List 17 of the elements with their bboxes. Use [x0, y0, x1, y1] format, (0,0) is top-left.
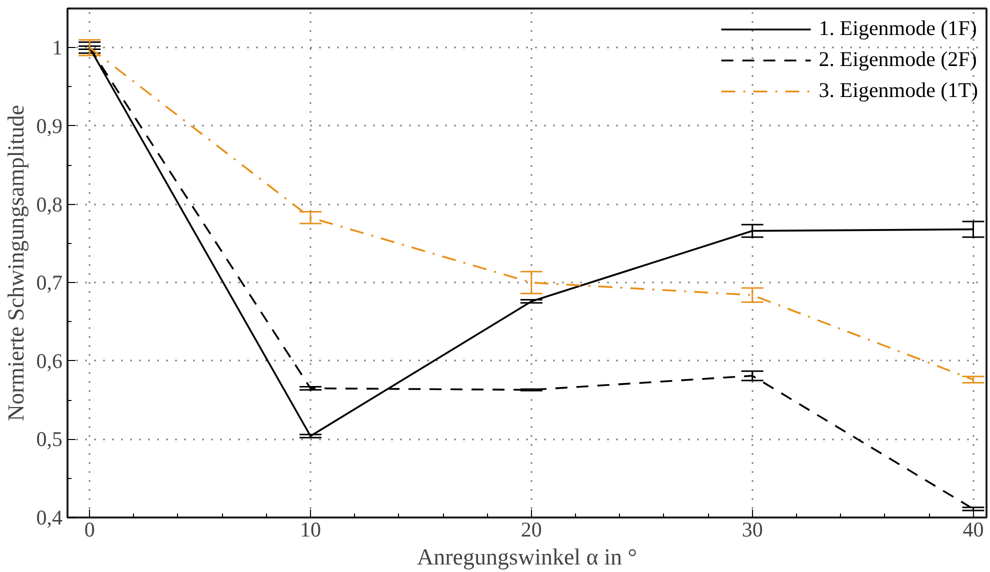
y-tick-label: 0,4: [36, 506, 63, 530]
x-tick-label: 30: [742, 518, 763, 542]
y-tick-label: 0,6: [36, 348, 62, 373]
y-tick-label: 1: [52, 36, 62, 60]
y-tick-label: 0,8: [36, 192, 62, 216]
x-axis-title: Anregungswinkel α in °: [417, 544, 637, 570]
legend-label: 1. Eigenmode (1F): [818, 16, 977, 41]
y-tick-label: 0,9: [36, 114, 62, 138]
x-tick-label: 20: [520, 518, 542, 542]
x-tick-label: 40: [962, 518, 984, 542]
y-tick-label: 0,5: [36, 427, 62, 452]
x-tick-label: 0: [84, 518, 95, 542]
legend-label: 3. Eigenmode (1T): [818, 78, 978, 103]
y-axis-title: Normierte Schwingungsamplitude: [3, 104, 28, 422]
x-tick-label: 10: [300, 518, 322, 542]
y-tick-label: 0,7: [36, 270, 62, 295]
legend-label: 2. Eigenmode (2F): [818, 47, 977, 72]
